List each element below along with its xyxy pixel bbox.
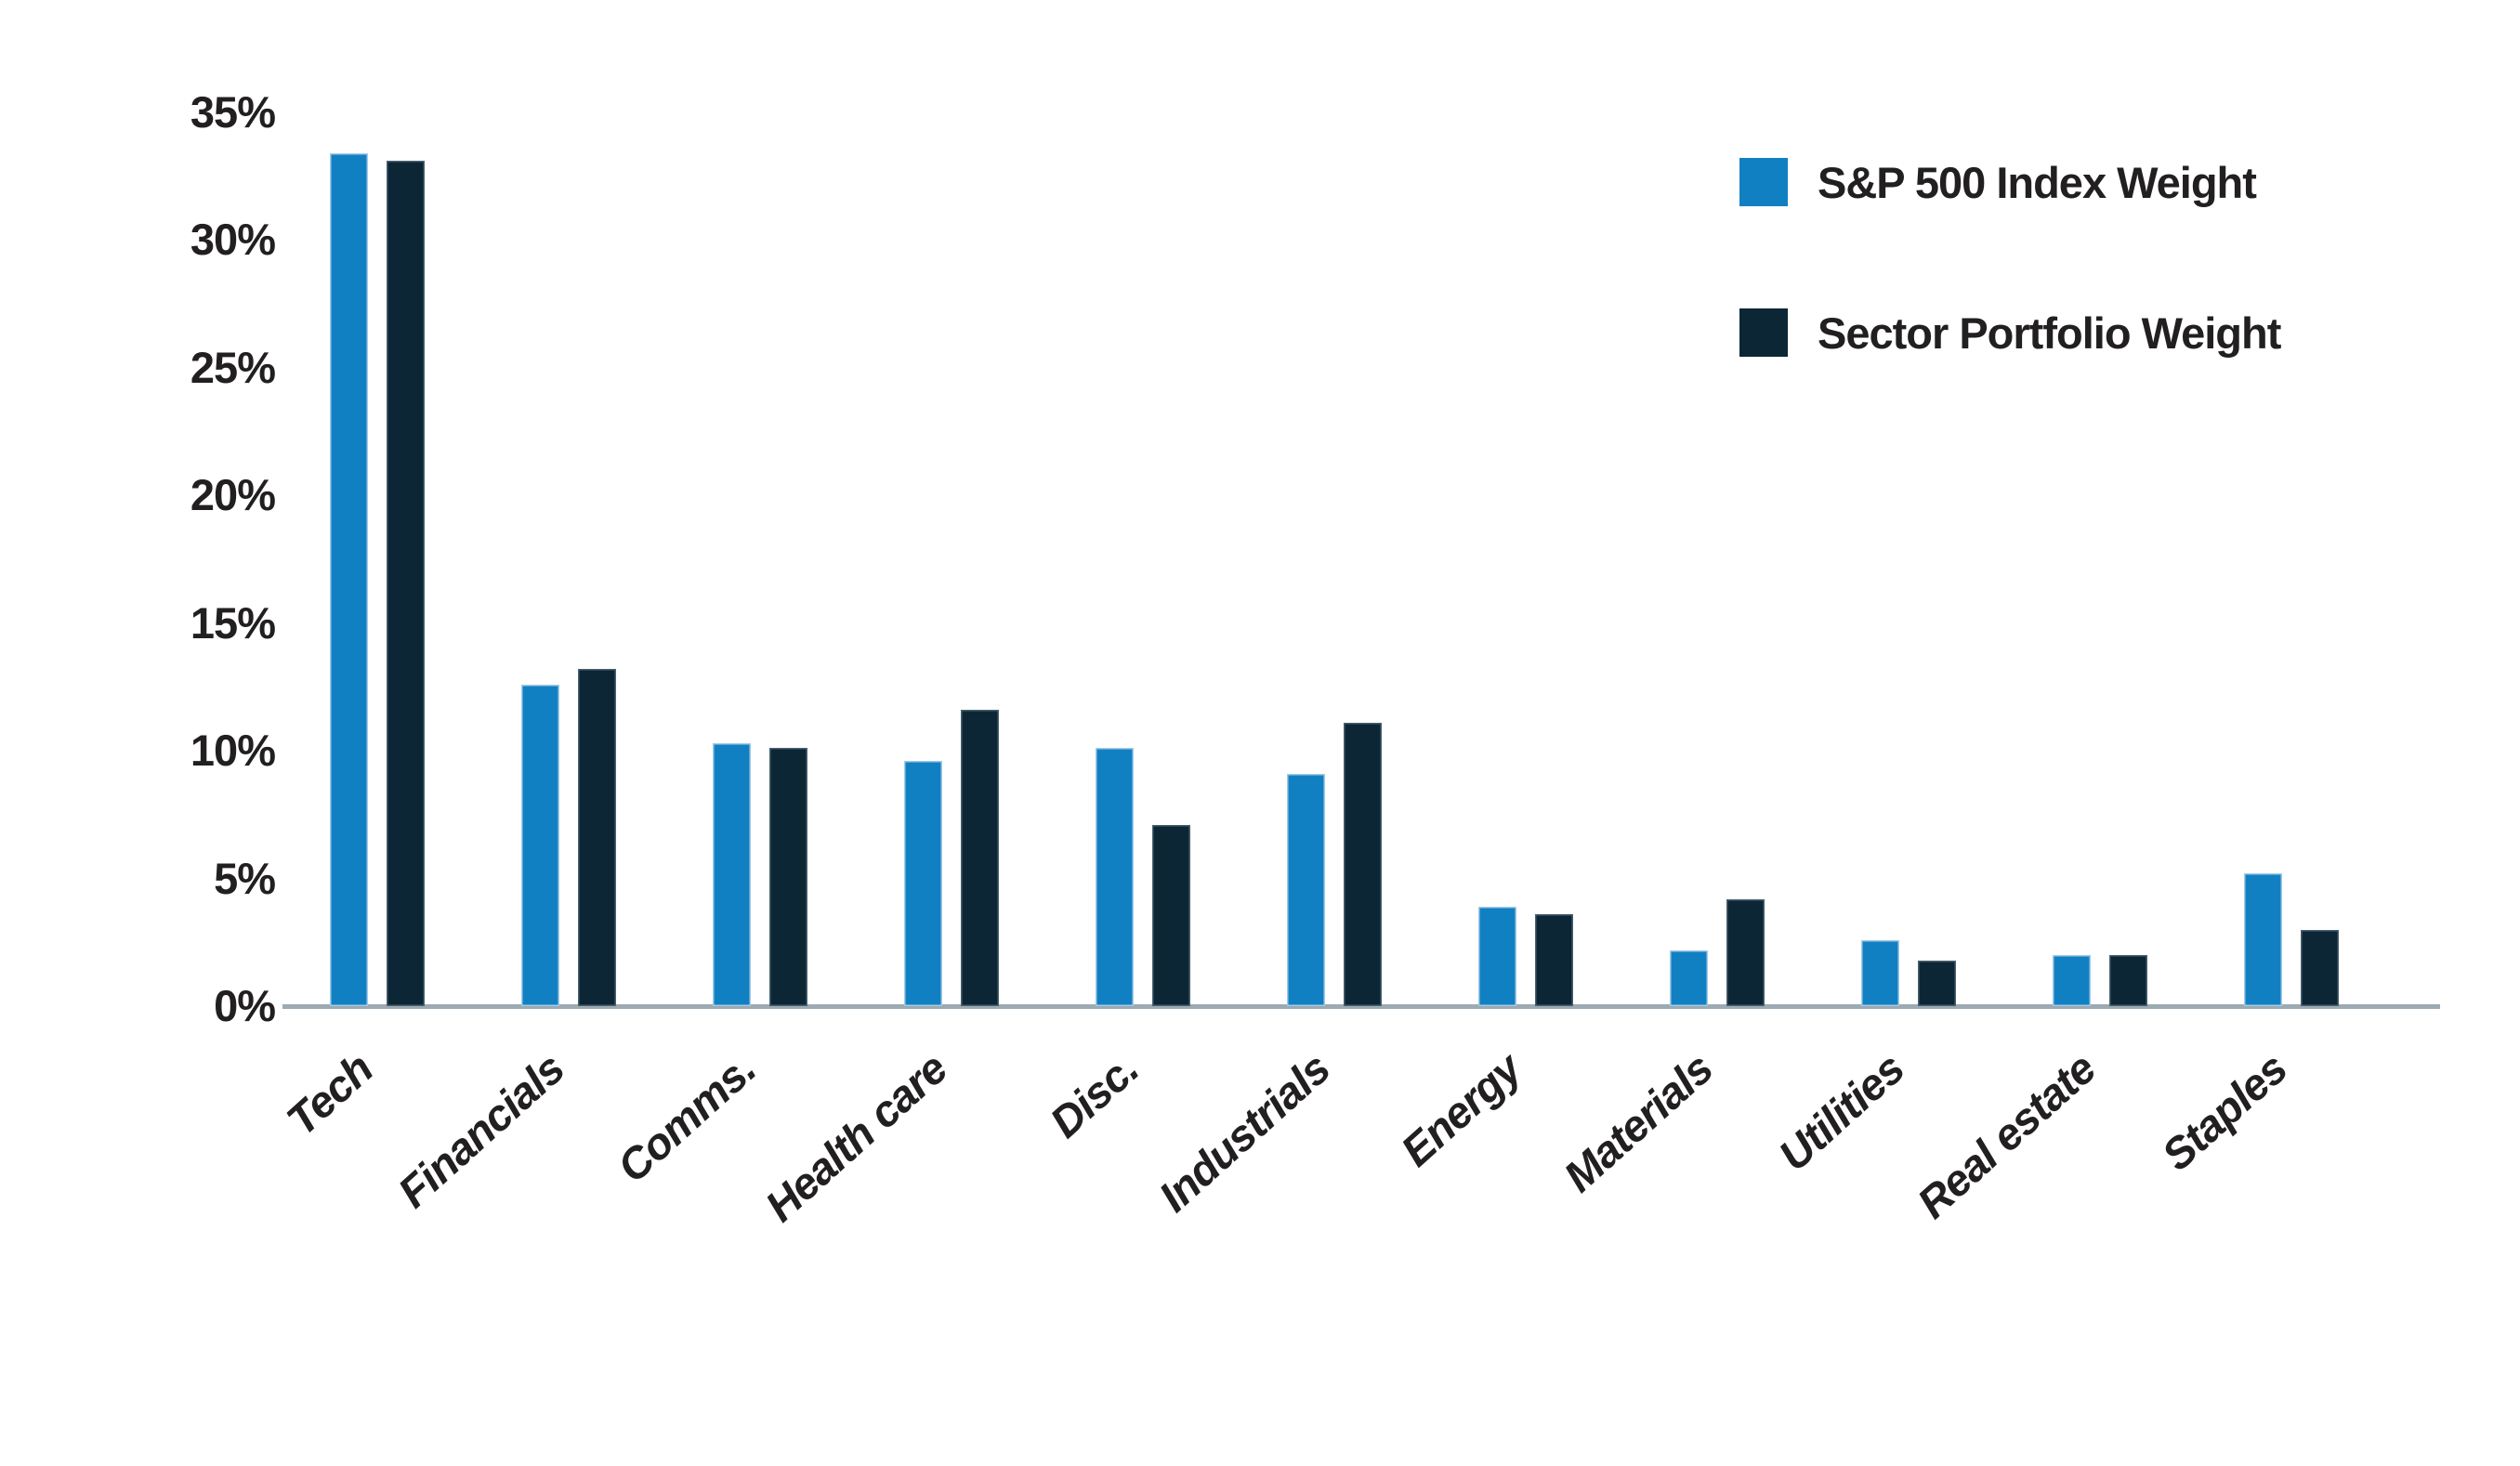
y-tick-label: 5%: [214, 853, 276, 903]
bar-sp500-index-weight: [1478, 907, 1516, 1006]
bar-sp500-index-weight: [1096, 748, 1134, 1006]
bar-sp500-index-weight: [330, 153, 368, 1006]
bar-sector-portfolio-weight: [1344, 723, 1382, 1006]
bar-sp500-index-weight: [713, 743, 751, 1006]
y-tick-label: 20%: [190, 470, 276, 520]
y-tick-label: 25%: [190, 342, 276, 392]
bar-sector-portfolio-weight: [578, 669, 616, 1006]
sector-weights-bar-chart: 35% 30% 25% 20% 15% 10% 5% 0% Tech Financials Com…: [190, 87, 2440, 1231]
y-tick-label: 10%: [190, 726, 276, 776]
y-tick-label: 15%: [190, 597, 276, 648]
bar-sector-portfolio-weight: [961, 710, 999, 1006]
x-axis-line: [282, 1004, 2440, 1009]
legend-swatch-sector: [1739, 308, 1788, 357]
bar-sp500-index-weight: [2053, 955, 2091, 1006]
legend-swatch-sp500: [1739, 158, 1788, 206]
bar-sector-portfolio-weight: [1152, 825, 1190, 1006]
y-tick-label: 0%: [214, 981, 276, 1030]
legend-row: S&P 500 Index Weight: [1739, 156, 2280, 208]
y-tick-label: 35%: [190, 87, 276, 137]
bar-sector-portfolio-weight: [769, 748, 807, 1006]
bar-sector-portfolio-weight: [2301, 930, 2339, 1006]
bar-sp500-index-weight: [904, 761, 942, 1006]
legend-label: Sector Portfolio Weight: [1818, 308, 2281, 358]
y-tick-label: 30%: [190, 215, 276, 265]
bar-sp500-index-weight: [1861, 940, 1899, 1006]
bar-sp500-index-weight: [1670, 950, 1708, 1006]
legend-row: Sector Portfolio Weight: [1739, 307, 2281, 359]
plot-area: [282, 112, 2440, 1009]
bar-sp500-index-weight: [1287, 774, 1325, 1006]
bar-sector-portfolio-weight: [1726, 899, 1765, 1006]
legend: S&P 500 Index Weight Sector Portfolio Wei…: [1739, 156, 2281, 457]
bar-sector-portfolio-weight: [387, 161, 425, 1006]
bar-sp500-index-weight: [521, 685, 559, 1006]
legend-label: S&P 500 Index Weight: [1818, 157, 2257, 207]
bar-sector-portfolio-weight: [1918, 961, 1956, 1006]
bar-sector-portfolio-weight: [2109, 955, 2147, 1006]
bar-sector-portfolio-weight: [1535, 914, 1573, 1006]
bar-sp500-index-weight: [2244, 873, 2282, 1006]
